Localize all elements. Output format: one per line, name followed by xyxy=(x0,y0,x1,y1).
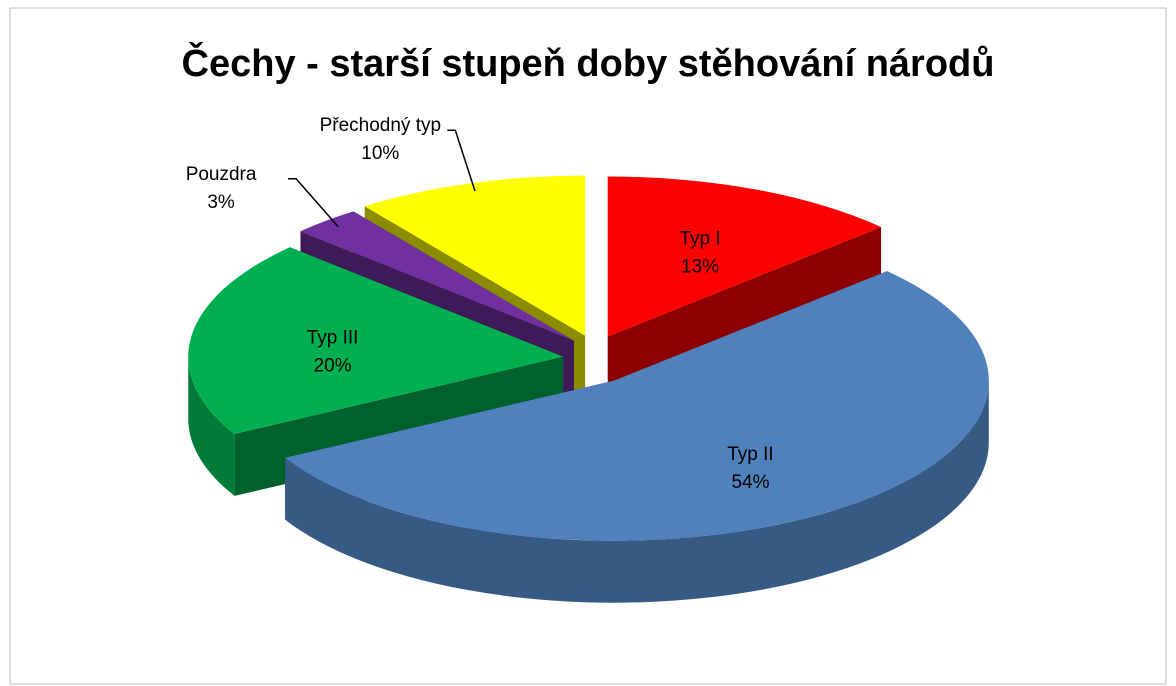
chart-title: Čechy - starší stupeň doby stěhování nár… xyxy=(182,40,995,85)
slice-top xyxy=(300,211,574,341)
slice-wall xyxy=(188,356,235,496)
slice-top xyxy=(607,176,882,337)
leader-line xyxy=(447,129,476,192)
slice-label: Typ I xyxy=(679,228,720,249)
slice-top xyxy=(285,271,989,541)
slice-value-label: 54% xyxy=(731,472,769,493)
slice-top xyxy=(364,175,586,336)
slice-label: Přechodný typ xyxy=(320,115,441,136)
leader-line xyxy=(288,178,339,228)
slice xyxy=(607,176,882,399)
slice-top xyxy=(188,247,564,434)
slice-wall xyxy=(285,380,989,603)
slice-side xyxy=(607,226,882,399)
slice-value-label: 13% xyxy=(681,256,719,277)
slice-label: Pouzdra xyxy=(186,164,257,185)
slice-value-label: 20% xyxy=(314,355,352,376)
slice xyxy=(285,271,989,603)
slice-value-label: 10% xyxy=(361,143,399,164)
slice-value-label: 3% xyxy=(207,192,235,213)
slice-label: Typ II xyxy=(727,444,773,465)
slice-label: Typ III xyxy=(307,327,359,348)
